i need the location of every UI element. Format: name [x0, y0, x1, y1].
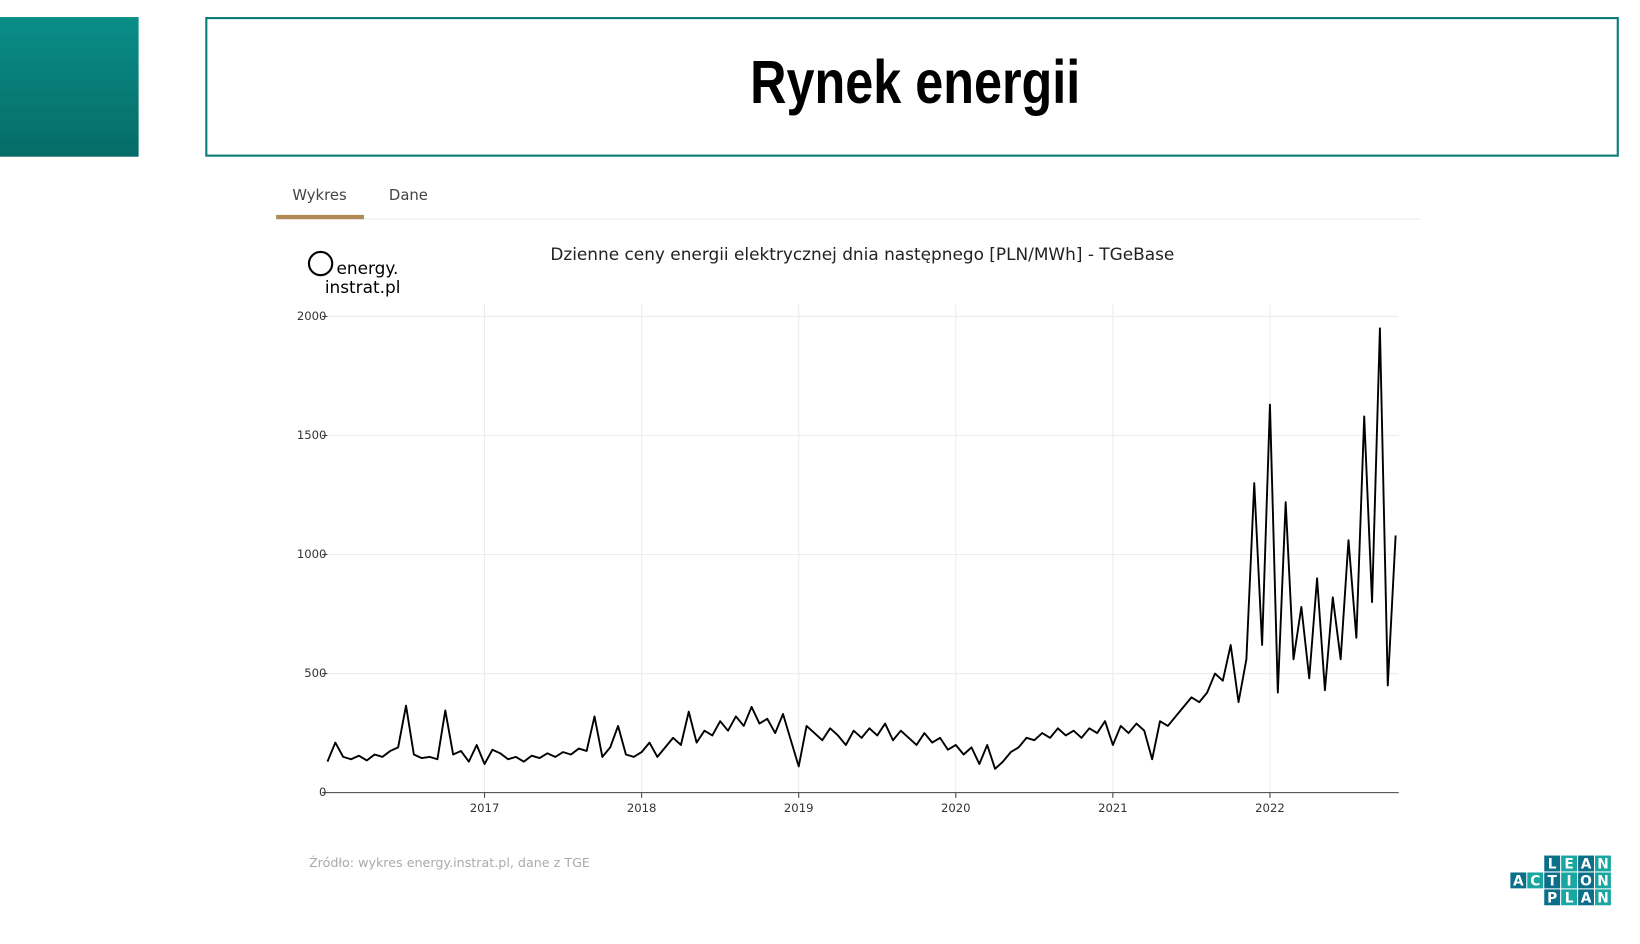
brand-cell — [1595, 855, 1611, 872]
logo-text: instrat.pl — [325, 277, 401, 297]
slide-title: Rynek energii — [750, 48, 1080, 117]
chart-title: Dzienne ceny energii elektrycznej dnia n… — [550, 244, 1174, 264]
brand-cell — [1544, 855, 1561, 872]
tab[interactable]: Dane — [389, 187, 428, 204]
brand-cell — [1561, 855, 1578, 872]
brand-word: PLAN — [1547, 890, 1609, 906]
brand-cell — [1578, 889, 1594, 906]
tab[interactable]: Wykres — [292, 187, 346, 204]
x-tick-label: 2020 — [941, 801, 971, 815]
brand-cell — [1527, 872, 1544, 889]
brand-cell — [1561, 889, 1578, 906]
brand-cell — [1510, 872, 1527, 889]
price-line — [326, 327, 1397, 770]
tab-underline — [276, 214, 364, 220]
brand-cell — [1578, 872, 1594, 889]
title-box — [205, 17, 1619, 157]
logo-icon — [307, 250, 334, 277]
accent-block — [0, 17, 139, 157]
plot: 0 500 1000 1500 2000 2017 2018 2019 2020 2021 2022 — [297, 303, 1399, 815]
x-tick-label: 2021 — [1098, 801, 1128, 815]
brand-cell — [1544, 872, 1561, 889]
x-tick-label: 2019 — [784, 801, 814, 815]
y-tick-label: 1500 — [297, 428, 327, 442]
y-tick-label: 500 — [304, 666, 326, 680]
x-tick-label: 2018 — [627, 801, 657, 815]
brand-cell — [1595, 889, 1611, 906]
x-tick-label: 2022 — [1255, 801, 1285, 815]
brand-cell — [1595, 872, 1611, 889]
y-tick-label: 1000 — [297, 547, 327, 561]
y-tick-label: 2000 — [297, 309, 327, 323]
brand-cell — [1578, 855, 1594, 872]
logo-text: energy. — [336, 258, 398, 278]
brand-cell — [1561, 872, 1578, 889]
x-tick-label: 2017 — [470, 801, 500, 815]
source-note: Źródło: wykres energy.instrat.pl, dane z… — [309, 855, 590, 870]
brand-cell — [1544, 889, 1561, 906]
y-tick-label: 0 — [319, 785, 326, 799]
